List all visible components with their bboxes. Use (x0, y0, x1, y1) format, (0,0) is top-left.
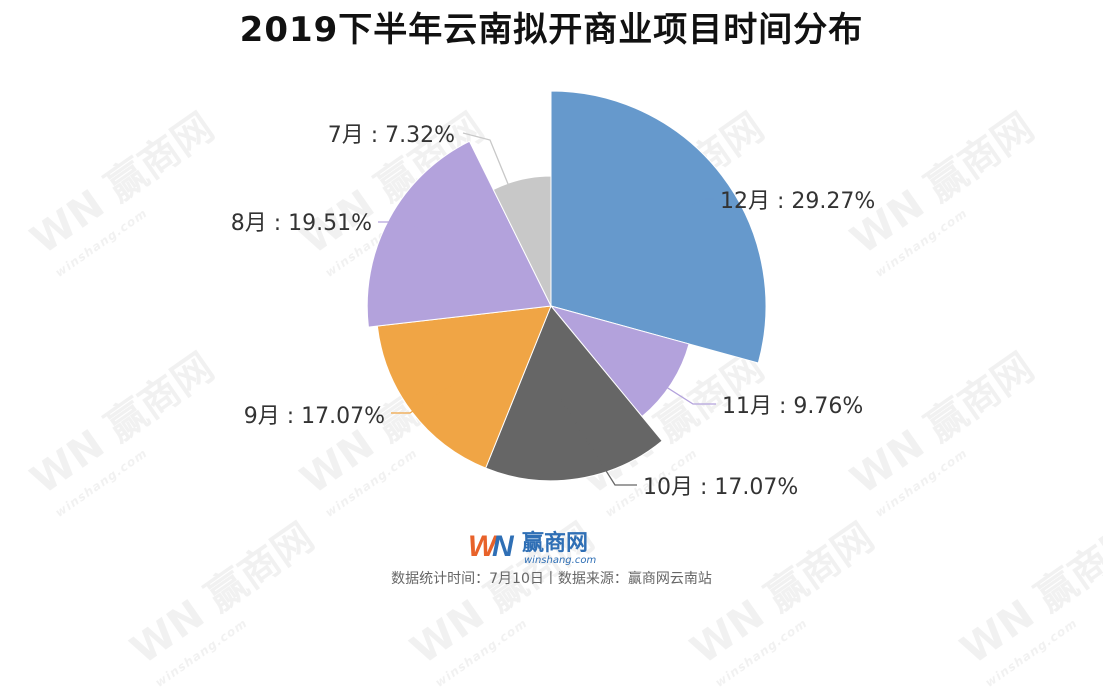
pie-slice-7月 (492, 175, 552, 307)
leader-line-10月 (559, 397, 637, 486)
leader-line-8月 (378, 221, 479, 251)
logo-mark-w: W (468, 530, 499, 563)
pie-slice-10月 (484, 305, 663, 482)
data-label-8月: 8月 : 19.51% (231, 211, 372, 236)
pie-slice-8月 (366, 140, 552, 328)
rose-pie-chart: 7月 : 7.32% 8月 : 19.51% 9月 : 17.07% 10月 : 17… (231, 90, 875, 500)
data-label-12月: 12月 : 29.27% (720, 189, 875, 214)
chart-title: 2019下半年云南拟开商业项目时间分布 (239, 10, 864, 50)
leader-line-7月 (462, 132, 541, 263)
chart-footer: 数据统计时间：7月10日丨数据来源：赢商网云南站 (391, 571, 712, 587)
brand-name: 赢商网 (522, 530, 588, 556)
data-label-11月: 11月 : 9.76% (722, 394, 863, 419)
data-label-10月: 10月 : 17.07% (643, 475, 798, 500)
brand-url: winshang.com (524, 555, 596, 566)
leader-line-12月 (689, 198, 714, 206)
brand-logo: W N 赢商网 winshang.com (468, 530, 596, 566)
leader-line-9月 (391, 369, 475, 414)
data-label-7月: 7月 : 7.32% (328, 123, 455, 148)
leader-line-11月 (599, 344, 716, 405)
wn-logo-icon: W N (468, 530, 515, 563)
pie-slice-12月 (550, 90, 767, 364)
data-label-9月: 9月 : 17.07% (244, 404, 385, 429)
pie-slice-11月 (549, 305, 690, 418)
logo-mark-n: N (492, 530, 515, 563)
